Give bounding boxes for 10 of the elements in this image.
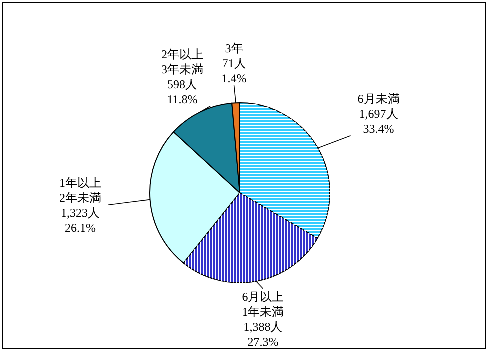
data-label: 1,388人 27.3%	[244, 320, 283, 349]
slice-label: 6月未満	[358, 92, 400, 106]
data-label: 598人 11.8%	[167, 77, 198, 106]
slice-label: 2年以上 3年未満	[162, 47, 204, 76]
slice-label: 3年	[225, 42, 244, 56]
data-label: 1,323人 26.1%	[60, 206, 100, 236]
slice-label: 1年以上 2年未満	[59, 176, 102, 206]
data-label: 1,697人 33.4%	[359, 106, 398, 136]
data-label: 71人 1.4%	[222, 56, 247, 86]
slice-label: 6月以上 1年未満	[242, 290, 284, 319]
